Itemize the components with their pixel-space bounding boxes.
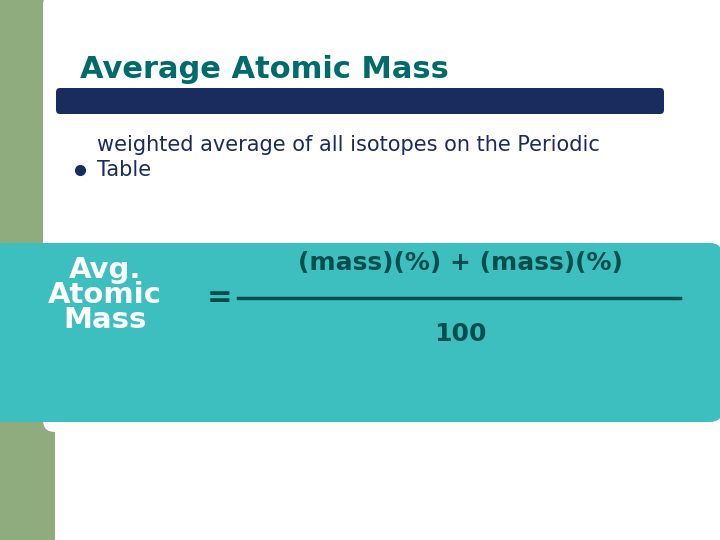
Text: Avg.: Avg.	[68, 256, 141, 284]
Text: =: =	[207, 284, 233, 313]
Text: Average Atomic Mass: Average Atomic Mass	[80, 56, 449, 84]
Text: (mass)(%) + (mass)(%): (mass)(%) + (mass)(%)	[297, 251, 622, 275]
Text: Mass: Mass	[63, 306, 147, 334]
FancyBboxPatch shape	[56, 88, 664, 114]
Bar	[0, 0, 330, 80]
FancyBboxPatch shape	[43, 0, 720, 432]
Text: Atomic: Atomic	[48, 281, 162, 309]
Text: weighted average of all isotopes on the Periodic: weighted average of all isotopes on the …	[97, 135, 600, 155]
Bar	[0, 0, 55, 540]
Text: 100: 100	[433, 322, 486, 346]
FancyBboxPatch shape	[0, 243, 720, 422]
Text: Table: Table	[97, 160, 151, 180]
